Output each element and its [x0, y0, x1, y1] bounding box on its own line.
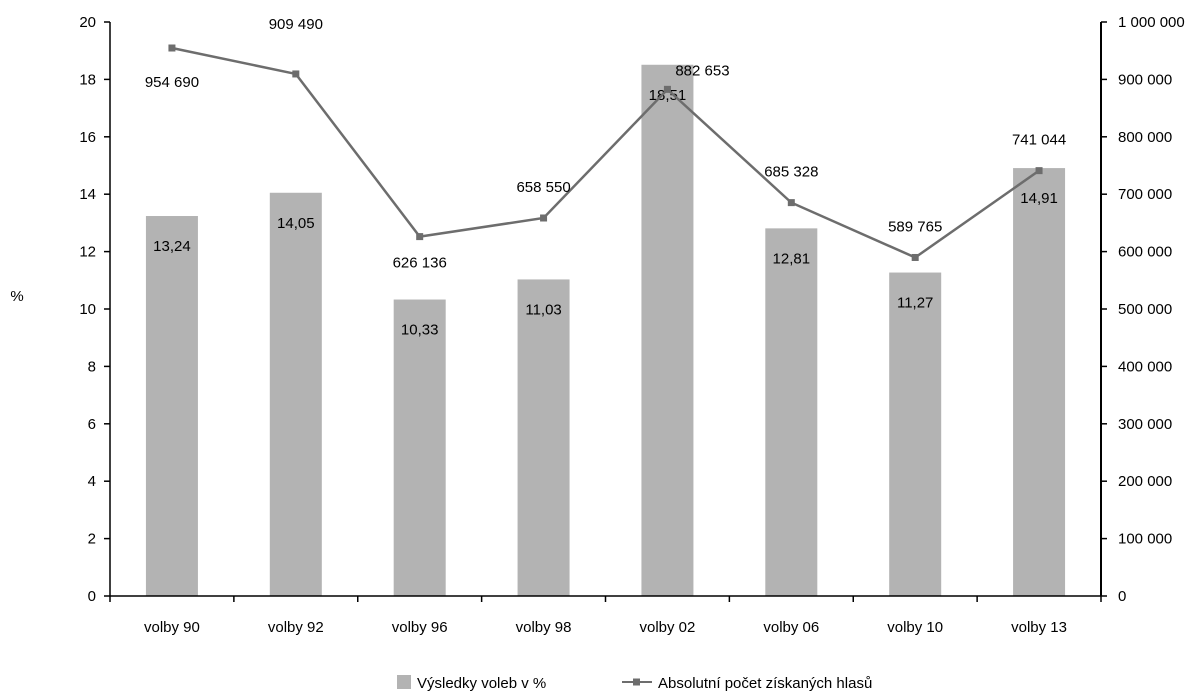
- y2-tick-label: 600 000: [1118, 244, 1172, 261]
- bar-data-label: 10,33: [401, 322, 439, 339]
- y-tick-label: 14: [79, 186, 96, 203]
- bar-data-label: 14,91: [1020, 190, 1058, 207]
- y-tick-label: 20: [79, 14, 96, 31]
- y-tick-label: 2: [88, 531, 96, 548]
- line-path: [171, 46, 1040, 259]
- y2-tick-label: 500 000: [1118, 301, 1172, 318]
- y2-tick-label: 1 000 000: [1118, 14, 1185, 31]
- legend-line-marker: [633, 678, 640, 686]
- y-tick-label: 8: [88, 358, 96, 375]
- x-tick-label: volby 92: [268, 619, 324, 636]
- bar-data-label: 14,05: [277, 215, 315, 232]
- bar: [269, 192, 322, 596]
- legend-bar-swatch: [397, 675, 411, 689]
- bar: [145, 216, 198, 596]
- y-tick-label: 10: [79, 301, 96, 318]
- line-marker: [663, 85, 671, 93]
- y-tick-label: 6: [88, 416, 96, 433]
- y2-tick-label: 400 000: [1118, 358, 1172, 375]
- bar: [517, 279, 570, 596]
- bar-data-label: 12,81: [773, 250, 811, 267]
- line-data-label: 626 136: [393, 255, 447, 272]
- line-marker: [911, 253, 919, 261]
- y2-tick-label: 800 000: [1118, 129, 1172, 146]
- legend-bar-label: Výsledky voleb v %: [417, 675, 546, 692]
- y2-tick-label: 300 000: [1118, 416, 1172, 433]
- y-tick-label: 16: [79, 129, 96, 146]
- line-data-label: 741 044: [1012, 132, 1066, 149]
- bar-data-label: 13,24: [153, 238, 191, 255]
- x-tick-label: volby 06: [763, 619, 819, 636]
- bar: [889, 272, 942, 596]
- line-marker: [416, 233, 424, 241]
- x-tick-label: volby 96: [392, 619, 448, 636]
- line-data-label: 589 765: [888, 218, 942, 235]
- line-marker: [1035, 167, 1043, 175]
- x-tick-label: volby 98: [516, 619, 572, 636]
- line-data-label: 685 328: [764, 164, 818, 181]
- y-tick-label: 4: [88, 473, 96, 490]
- line-data-label: 909 490: [269, 16, 323, 33]
- line-series: 954 690 909 490 626 136 658 550 882 653 685 3…: [145, 16, 1066, 272]
- x-tick-label: volby 10: [887, 619, 943, 636]
- legend: Výsledky voleb v % Absolutní počet získan…: [397, 675, 872, 692]
- y2-tick-label: 200 000: [1118, 473, 1172, 490]
- line-marker: [168, 44, 176, 52]
- y2-tick-label: 0: [1118, 588, 1126, 605]
- line-data-label: 954 690: [145, 74, 199, 91]
- bar: [393, 299, 446, 596]
- bar-data-label: 11,27: [897, 295, 933, 312]
- x-tick-label: volby 90: [144, 619, 200, 636]
- y-tick-label: 0: [88, 588, 96, 605]
- bar: [1013, 168, 1066, 596]
- x-tick-label: volby 13: [1011, 619, 1067, 636]
- y-axis-title: %: [10, 288, 23, 305]
- line-marker: [787, 199, 795, 207]
- y2-tick-label: 900 000: [1118, 71, 1172, 88]
- x-tick-label: volby 02: [640, 619, 696, 636]
- line-data-label: 658 550: [516, 179, 570, 196]
- line-marker: [292, 70, 300, 78]
- y2-tick-label: 700 000: [1118, 186, 1172, 203]
- y-tick-label: 18: [79, 71, 96, 88]
- bar: [765, 228, 818, 596]
- y2-tick-label: 100 000: [1118, 531, 1172, 548]
- legend-line-label: Absolutní počet získaných hlasů: [658, 675, 872, 692]
- y-tick-label: 12: [79, 244, 96, 261]
- line-data-label: 882 653: [675, 62, 729, 79]
- bar-data-label: 11,03: [525, 301, 561, 318]
- line-marker: [540, 214, 548, 222]
- bar: [641, 64, 694, 596]
